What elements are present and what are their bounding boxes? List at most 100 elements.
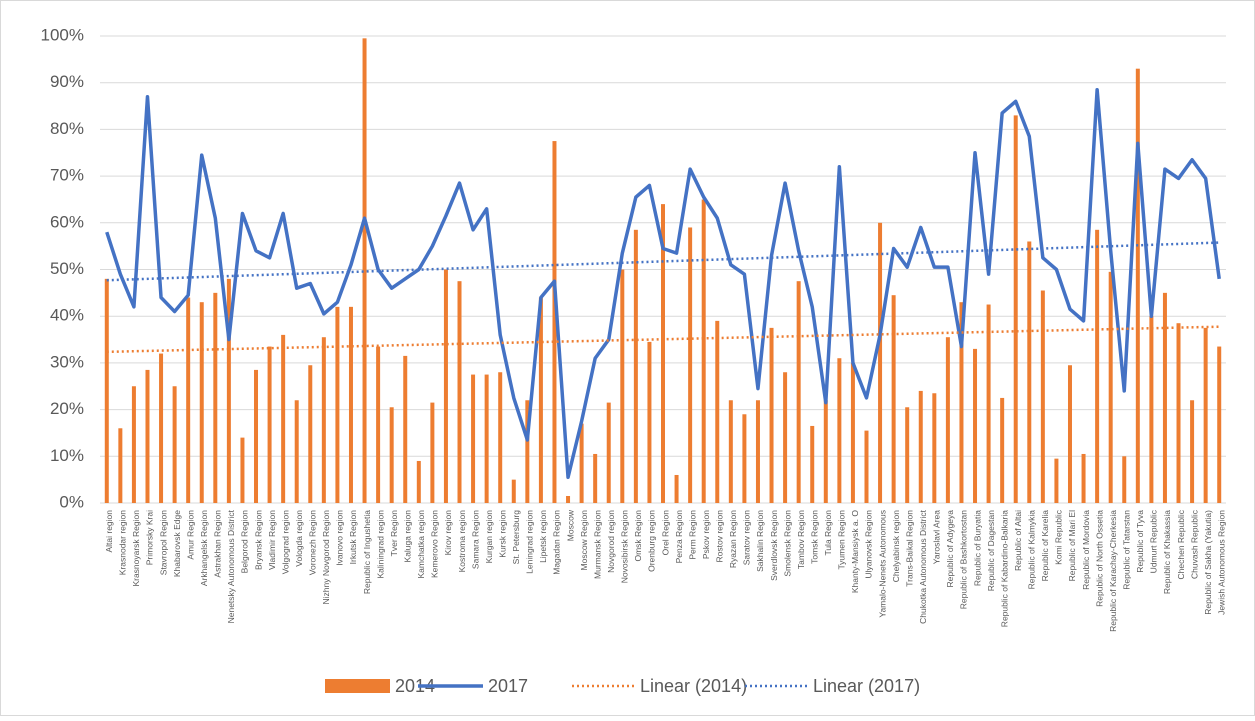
bar [376, 346, 381, 503]
x-tick-label: Moscow Region [579, 510, 589, 571]
bar [484, 374, 489, 503]
x-tick-label: Khabarovsk Edge [172, 510, 182, 577]
x-tick-label: Voronezh Region [308, 510, 318, 575]
bar [1217, 346, 1222, 503]
x-tick-label: Chukotka Autonomous District [918, 509, 928, 623]
x-tick-label: Sakhalin Region [755, 510, 765, 572]
bar [810, 425, 815, 503]
bar [1190, 400, 1195, 503]
bar [701, 199, 706, 503]
x-tick-label: Republic of Altai [1013, 510, 1023, 571]
bar [1000, 397, 1005, 503]
x-tick-label: Tver Region [389, 510, 399, 557]
x-tick-label: Republic of Dagestan [986, 510, 996, 592]
bar [837, 358, 842, 503]
x-tick-label: Astrakhan Region [213, 510, 223, 578]
legend-label: Linear (2014) [640, 676, 747, 696]
x-tick-label: Novosibirsk Region [620, 510, 630, 583]
bar [525, 400, 530, 503]
x-tick-label: Altai region [104, 510, 114, 553]
bar [1013, 115, 1018, 503]
x-tick-label: Republic of Mordovia [1081, 510, 1091, 590]
bar [145, 369, 150, 503]
bar [1135, 68, 1140, 503]
y-tick-label: 90% [50, 72, 84, 91]
x-tick-label: Republic of Bashkortostan [959, 510, 969, 609]
x-tick-label: Irkutsk Region [348, 510, 358, 565]
bar [443, 269, 448, 503]
trendline [106, 325, 1220, 354]
x-tick-label: Republic of Kalmykia [1027, 510, 1037, 590]
x-tick-label: Saratov region [742, 510, 752, 566]
bar [769, 327, 774, 503]
x-tick-label: Republic of Tyva [1135, 510, 1145, 573]
x-tick-label: Kostroma region [457, 510, 467, 573]
y-tick-label: 10% [50, 446, 84, 465]
x-tick-label: Magadan Region [552, 510, 562, 575]
x-tick-label: Republic of Karachay-Cherkesia [1108, 510, 1118, 632]
x-tick-label: Primorsky Krai [145, 510, 155, 565]
bar [1067, 365, 1072, 503]
x-tick-label: Omsk Region [633, 510, 643, 562]
bar [986, 304, 991, 503]
bar [511, 479, 516, 503]
bar [471, 374, 476, 503]
x-tick-label: Chuvash Republic [1189, 509, 1199, 579]
bar [1203, 327, 1208, 503]
x-tick-label: Tambov Region [796, 510, 806, 569]
bar [348, 306, 353, 503]
x-tick-label: Kursk region [497, 510, 507, 558]
x-tick-label: Kaliningrad region [375, 510, 385, 579]
y-tick-label: 20% [50, 399, 84, 418]
x-tick-label: Chechen Republic [1176, 509, 1186, 579]
x-tick-label: Leningrad region [525, 510, 535, 574]
bar [131, 386, 136, 503]
x-tick-label: Pskov region [701, 510, 711, 559]
bar [593, 453, 598, 503]
bar [172, 386, 177, 503]
bar [118, 428, 123, 503]
bar [240, 437, 245, 503]
bar [1027, 241, 1032, 504]
x-tick-label: Republic of North Ossetia [1094, 510, 1104, 607]
x-tick-label: Penza Region [674, 510, 684, 564]
bar [1149, 316, 1154, 503]
x-tick-label: Yaroslavl Area [932, 510, 942, 564]
y-tick-label: 100% [41, 25, 84, 44]
x-tick-label: Republic of Karelia [1040, 510, 1050, 582]
bar [498, 372, 503, 503]
bar [1176, 323, 1181, 503]
x-tick-label: Novgorod region [606, 510, 616, 573]
x-tick-label: Republic of Buryatia [972, 510, 982, 586]
x-tick-label: Kamchatka region [416, 510, 426, 579]
x-tick-label: Yamalo-Nenets Autonomous [877, 510, 887, 618]
bar [864, 430, 869, 503]
x-tick-label: Samara Region [470, 510, 480, 569]
bar [850, 362, 855, 503]
bar [932, 393, 937, 503]
x-tick-label: Tomsk Region [809, 510, 819, 564]
y-tick-label: 0% [59, 492, 84, 511]
bar [973, 348, 978, 503]
x-tick-label: Kurgan region [484, 510, 494, 564]
y-tick-label: 60% [50, 212, 84, 231]
bar [918, 390, 923, 503]
bar [579, 423, 584, 503]
x-tick-label: Ivanovo region [335, 510, 345, 566]
x-tick-label: Tula Region [823, 510, 833, 556]
x-tick-label: Nenetsky Autonomous District [226, 509, 236, 623]
bar [389, 407, 394, 503]
x-tick-label: Krasnodar region [118, 510, 128, 575]
x-tick-label: Republic of Kabardino-Balkaria [999, 510, 1009, 627]
legend-label: 2017 [488, 676, 528, 696]
bar [1054, 458, 1059, 503]
bar [688, 227, 693, 503]
bar [742, 414, 747, 503]
bar [606, 402, 611, 503]
x-tick-label: Vologda region [294, 510, 304, 567]
legend-swatch [325, 679, 390, 693]
bar [308, 365, 313, 503]
bar [755, 400, 760, 503]
bar [186, 297, 191, 503]
